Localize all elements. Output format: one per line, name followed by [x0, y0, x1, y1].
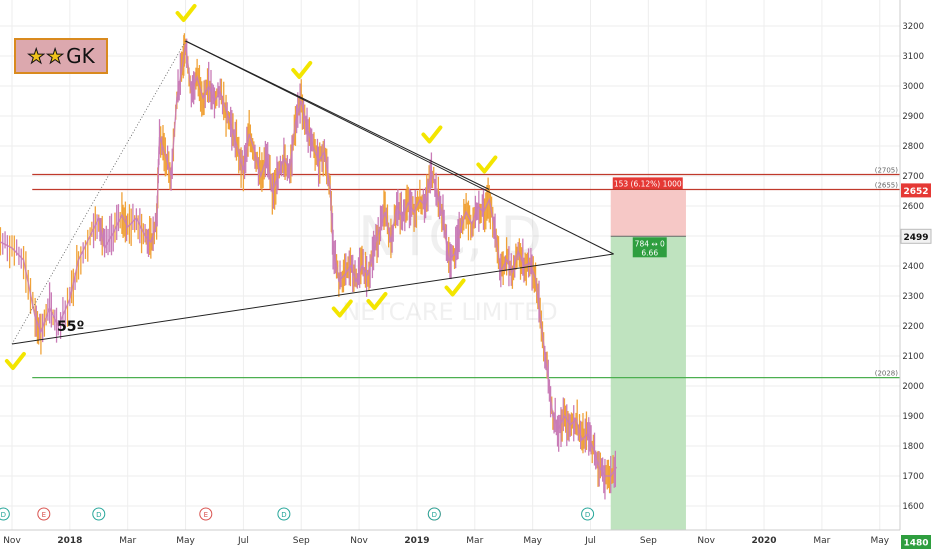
y-tick-label: 2600 — [902, 202, 924, 212]
x-tick-label: Sep — [293, 536, 310, 546]
x-tick-label: 2019 — [404, 536, 429, 546]
trend-lines[interactable] — [11, 40, 614, 345]
price-tag-box — [900, 228, 932, 244]
price-tag-box — [901, 535, 931, 549]
level-2028-label: (2028) — [875, 370, 899, 378]
level-2655-label: (2655) — [875, 182, 899, 190]
x-tick-label: Nov — [697, 536, 715, 546]
y-tick-label: 1800 — [902, 442, 924, 452]
checkmark-icon — [421, 125, 443, 144]
y-tick-label: 2700 — [902, 172, 924, 182]
dividend-marker-icon[interactable] — [277, 507, 291, 521]
y-axis-panel — [900, 0, 932, 550]
y-tick-label: 1600 — [902, 502, 924, 512]
x-tick-label: Jul — [584, 536, 596, 546]
checkmark-icon — [4, 352, 26, 370]
checkmark-icon — [175, 4, 197, 22]
checkmark-icon — [291, 61, 313, 79]
x-tick-label: Jul — [237, 536, 249, 546]
checkmark-icon — [366, 292, 388, 310]
y-tick-label: 2800 — [902, 142, 924, 152]
price-tag-label: 2652 — [903, 187, 928, 197]
price-tag-label: 1480 — [903, 539, 928, 549]
checkmark-icon — [476, 155, 498, 174]
y-tick-label: 3100 — [902, 52, 924, 62]
y-tick-label: 2000 — [902, 382, 924, 392]
x-tick-label: 2018 — [57, 536, 82, 546]
x-tick-label: Mar — [466, 536, 483, 546]
y-tick-label: 1700 — [902, 472, 924, 482]
price-tag-box — [901, 183, 931, 198]
checkmarks — [4, 4, 498, 370]
earnings-marker-label: E — [42, 511, 46, 519]
x-tick-label: Nov — [3, 536, 21, 546]
dividend-marker-label: D — [585, 511, 590, 519]
dividend-marker-label: D — [1, 511, 6, 519]
price-tag-label: 2499 — [903, 233, 928, 243]
earnings-marker-label: E — [204, 511, 208, 519]
dividend-marker-icon[interactable] — [427, 507, 441, 521]
dividend-marker-icon[interactable] — [0, 507, 10, 521]
dividend-marker-label: D — [281, 511, 286, 519]
stop-label: 153 (6.12%) 1000 — [614, 179, 682, 188]
watermark-name: NETCARE LIMITED — [342, 298, 558, 326]
upper-trendline[interactable] — [185, 40, 614, 255]
x-tick-label: May — [523, 536, 542, 546]
price-tags: 2652 2499 1480 — [900, 183, 932, 549]
dividend-marker-label: D — [96, 511, 101, 519]
dividend-marker-icon[interactable] — [581, 507, 595, 521]
y-tick-label: 3000 — [902, 82, 924, 92]
level-2705-label: (2705) — [875, 167, 899, 175]
y-tick-label: 2900 — [902, 112, 924, 122]
y-tick-label: 3200 — [902, 22, 924, 32]
target-zone[interactable] — [610, 236, 686, 543]
x-tick-label: May — [870, 536, 889, 546]
dividend-marker-icon[interactable] — [92, 507, 106, 521]
upper-trendline-2[interactable] — [185, 40, 490, 190]
gk-text: GK — [66, 44, 95, 68]
dotted-connector[interactable] — [11, 40, 186, 345]
x-tick-label: May — [176, 536, 195, 546]
event-markers[interactable]: DEDEDEDD — [0, 507, 595, 521]
dividend-marker-label: D — [432, 511, 437, 519]
x-tick-label: 2020 — [752, 536, 777, 546]
x-tick-label: Mar — [813, 536, 830, 546]
lower-trendline[interactable] — [11, 253, 614, 345]
y-tick-label: 2200 — [902, 322, 924, 332]
checkmark-icon — [444, 278, 466, 297]
stop-label-box — [612, 177, 683, 190]
x-tick-label: Sep — [640, 536, 657, 546]
angle-label: 55º — [57, 319, 84, 335]
y-tick-label: 2300 — [902, 292, 924, 302]
price-line — [0, 43, 618, 477]
ratio-label-2: 6.66 — [641, 248, 658, 257]
x-tick-label: Mar — [119, 536, 136, 546]
checkmark-icon — [331, 299, 353, 318]
stop-zone[interactable] — [610, 190, 686, 237]
x-tick-label: Nov — [350, 536, 368, 546]
y-tick-label: 1900 — [902, 412, 924, 422]
ratio-label-1: 784 ↔ 0 — [635, 239, 665, 248]
y-tick-label: 2100 — [902, 352, 924, 362]
price-series — [0, 33, 618, 500]
y-tick-label: 2400 — [902, 262, 924, 272]
earnings-marker-icon[interactable] — [37, 507, 51, 521]
star-icon: ★★ — [27, 44, 66, 69]
gk-badge: ★★ GK — [14, 38, 108, 74]
ratio-label-box — [632, 237, 667, 258]
earnings-marker-icon[interactable] — [199, 507, 213, 521]
x-axis-panel — [0, 530, 932, 550]
